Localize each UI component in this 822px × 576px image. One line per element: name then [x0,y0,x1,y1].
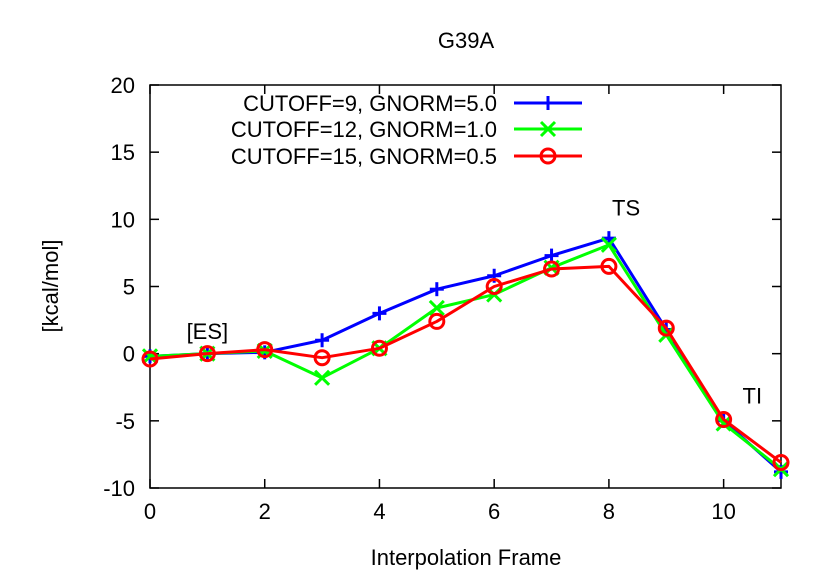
legend-entry-2: CUTOFF=12, GNORM=1.0 [231,117,582,142]
x-tick-label: 10 [711,499,735,524]
series-3-point [600,257,618,275]
series-1-point [315,333,330,348]
series-3-point [715,410,733,428]
annotation-label: TI [743,383,763,408]
series-2-point-d2 [428,299,445,317]
series-3-point [772,453,790,471]
series-1-point [429,282,444,297]
y-tick-label: -5 [115,409,135,434]
series-3-point [198,345,216,363]
x-tick-label: 0 [144,499,156,524]
series-3-point [543,260,561,278]
series-2-point-d2 [314,369,331,386]
y-tick-label: 0 [123,342,135,367]
series-3-point [485,278,503,295]
series-3 [141,257,790,471]
series-2-point-d2 [141,348,159,365]
series-3-point [657,319,675,337]
legend-label: CUTOFF=15, GNORM=0.5 [231,144,497,169]
series-2-point-d2 [715,415,732,432]
series-3-point [313,349,331,367]
series-2-point-d2 [600,236,617,253]
series-1-line [149,236,782,474]
annotation-label: TS [612,195,640,220]
series-layer [141,231,790,479]
y-tick-label: 20 [111,73,135,98]
annotation-label: [ES] [187,319,229,344]
series-3-point [370,339,388,357]
series-2 [141,236,790,478]
x-tick-label: 6 [488,499,500,524]
series-1-point [372,306,387,321]
legend-label: CUTOFF=12, GNORM=1.0 [231,117,497,142]
x-tick-label: 8 [603,499,615,524]
ticks-layer: 0 2 4 6 8 10 -10 -5 0 5 10 15 20 [103,73,781,524]
series-2-line [149,243,782,471]
legend-marker [539,147,557,165]
y-tick-label: 15 [111,140,135,165]
series-3-point [256,341,274,359]
legend-marker [541,96,555,110]
series-3-point [141,350,159,368]
annotation-layer: [ES] TS TI [187,195,763,408]
y-tick-label: 10 [111,207,135,232]
chart-title: G39A [438,28,495,53]
legend-label: CUTOFF=9, GNORM=5.0 [243,91,497,116]
legend-marker-d2 [539,120,557,138]
y-axis-label: [kcal/mol] [38,240,63,333]
legend-entry-1: CUTOFF=9, GNORM=5.0 [243,91,582,116]
x-tick-label: 2 [259,499,271,524]
y-tick-label: -10 [103,476,135,501]
series-1-point [544,248,559,263]
series-3-line [149,264,782,464]
series-2-point [715,415,732,432]
y-tick-label: 5 [123,275,135,300]
series-1 [143,231,788,479]
x-tick-label: 4 [373,499,385,524]
legend-entry-3: CUTOFF=15, GNORM=0.5 [231,144,582,169]
legend-marker [539,120,557,138]
series-2-point [141,348,159,365]
series-2-point [600,236,617,253]
series-2-point [314,369,331,386]
series-3-point [428,312,446,330]
series-2-point [428,299,445,317]
x-axis-label: Interpolation Frame [371,545,562,570]
